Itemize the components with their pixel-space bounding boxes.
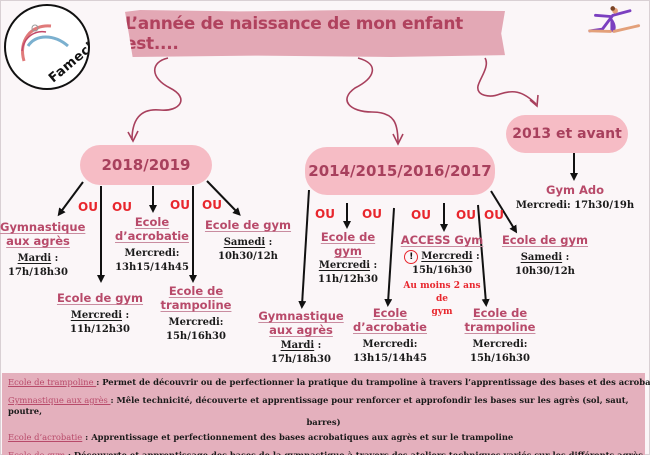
activity-time: 13h15/14h45 — [115, 262, 189, 273]
or-label: OU — [202, 198, 222, 212]
activity-day: Mercredi: — [124, 248, 180, 259]
activity-title: ACCESS Gym — [400, 233, 484, 247]
gymnast-illustration — [588, 6, 641, 33]
activity-title: Gymnastique — [258, 309, 344, 323]
activity-ecole-acrobatie-2014: Ecole d’acrobatie Mercredi: 13h15/14h45 — [352, 306, 428, 366]
or-label: OU — [112, 200, 132, 214]
activity-title: Ecole — [372, 306, 408, 320]
fameck-logo: Fameck — [4, 4, 90, 90]
activity-access-gym-2014: ACCESS Gym ! Mercredi : 15h/16h30 Au moi… — [396, 233, 488, 319]
activity-ecole-acrobatie-2018: Ecole d’acrobatie Mercredi: 13h15/14h45 — [112, 215, 192, 275]
activity-day: Mardi : — [280, 340, 322, 351]
activity-day: Mercredi: — [472, 339, 528, 350]
activity-gym-ado: Gym Ado Mercredi: 17h30/19h — [510, 183, 640, 213]
or-label: OU — [78, 200, 98, 214]
activity-day: Mercredi : — [70, 310, 130, 321]
activity-ecole-gym-samedi-2014: Ecole de gym Samedi : 10h30/12h — [500, 233, 590, 279]
activity-ecole-gym-mercredi-2018: Ecole de gym Mercredi : 11h/12h30 — [50, 291, 150, 337]
activity-time: 17h/18h30 — [271, 354, 331, 365]
or-label: OU — [411, 208, 431, 222]
legend-item-acrobatie: Ecole d’acrobatie : Apprentissage et per… — [8, 432, 514, 442]
activity-time: 15h/16h30 — [166, 331, 226, 342]
requirement-note: Au moins 2 ans de — [403, 281, 481, 304]
activity-title: Ecole de gym — [56, 291, 144, 305]
year-pill-2014-2017: 2014/2015/2016/2017 — [305, 147, 495, 195]
activity-day: Mercredi: — [362, 339, 418, 350]
or-label: OU — [456, 208, 476, 222]
activity-title: Ecole de — [320, 230, 376, 244]
page-title: L’année de naissance de mon enfant est..… — [125, 13, 463, 54]
or-label: OU — [315, 207, 335, 221]
activity-title: Ecole de gym — [501, 233, 589, 247]
requirement-note: gym — [431, 307, 453, 317]
legend-item-ecole-gym: Ecole de gym : Découverte et apprentissa… — [8, 450, 643, 455]
activity-day: Samedi : — [520, 252, 570, 263]
or-label: OU — [362, 207, 382, 221]
activity-gymnastique-agres-2014: Gymnastique aux agrès Mardi : 17h/18h30 — [258, 309, 344, 367]
activity-time: 11h/12h30 — [318, 274, 378, 285]
activity-title: Ecole — [134, 215, 170, 229]
activity-ecole-trampoline-2014: Ecole de trampoline Mercredi: 15h/16h30 — [462, 306, 538, 366]
activity-day: Samedi : — [223, 237, 273, 248]
activity-ecole-trampoline-2018: Ecole de trampoline Mercredi: 15h/16h30 — [158, 284, 234, 344]
activity-title: gym — [334, 244, 362, 258]
activity-title: Ecole de — [472, 306, 528, 320]
activity-title: Gymnastique — [0, 220, 86, 234]
activity-time: 15h/16h30 — [412, 265, 472, 276]
title-banner: L’année de naissance de mon enfant est..… — [125, 10, 505, 57]
activity-schedule: Mercredi: 17h30/19h — [515, 200, 635, 211]
activity-title: d’acrobatie — [115, 229, 189, 243]
year-pill-2018-2019: 2018/2019 — [80, 145, 212, 185]
activity-time: 17h/18h30 — [8, 267, 68, 278]
legend-item-gymnastique-agres: Gymnastique aux agrès : Mêle technicité,… — [8, 395, 629, 427]
activity-day: Mercredi : — [421, 251, 480, 262]
activity-day: Mercredi: — [168, 317, 224, 328]
legend-item-trampoline: Ecole de trampoline : Permet de découvri… — [8, 377, 650, 387]
activity-title: d’acrobatie — [353, 320, 427, 334]
activity-title: trampoline — [160, 298, 232, 312]
activity-ecole-gym-mercredi-2014: Ecole de gym Mercredi : 11h/12h30 — [310, 230, 386, 287]
activity-day: Mercredi : — [318, 260, 378, 271]
activity-title: aux agrès — [6, 234, 70, 248]
activity-time: 10h30/12h — [218, 251, 278, 262]
activity-title: trampoline — [464, 320, 536, 334]
or-label: OU — [170, 198, 190, 212]
activity-day: Mardi : — [17, 253, 59, 264]
alert-icon: ! — [404, 250, 419, 264]
activity-gymnastique-agres-2018: Gymnastique aux agrès Mardi : 17h/18h30 — [0, 220, 86, 280]
activity-time: 13h15/14h45 — [353, 353, 427, 364]
activity-time: 15h/16h30 — [470, 353, 530, 364]
year-pill-2013-et-avant: 2013 et avant — [506, 115, 628, 153]
activity-time: 11h/12h30 — [70, 324, 130, 335]
swoosh-icon — [21, 24, 69, 62]
activity-title: Ecole de — [168, 284, 224, 298]
activity-title: aux agrès — [269, 323, 333, 337]
activity-title: Gym Ado — [546, 183, 604, 197]
activity-ecole-gym-samedi-2018: Ecole de gym Samedi : 10h30/12h — [204, 218, 292, 264]
activity-title: Ecole de gym — [204, 218, 292, 232]
or-label: OU — [484, 208, 504, 222]
activity-time: 10h30/12h — [515, 266, 575, 277]
legend-box: Ecole de trampoline : Permet de découvri… — [2, 373, 650, 455]
